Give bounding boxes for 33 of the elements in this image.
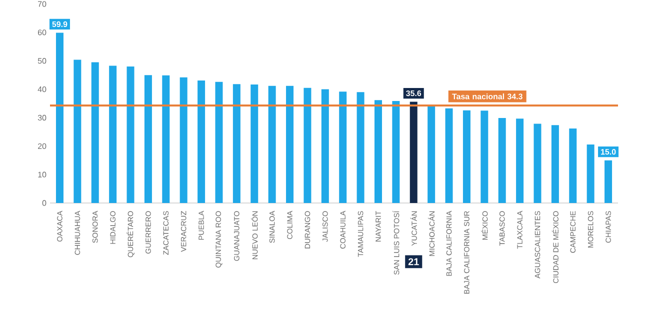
bar [126,66,134,203]
bar [462,110,470,203]
bar [356,92,364,203]
bar [534,124,542,203]
bar [445,108,453,203]
bar [498,118,506,203]
bar [321,89,329,203]
bar [304,88,312,203]
bar [74,60,82,203]
bar [428,106,436,203]
bar [569,128,577,203]
bar [604,160,612,203]
bar [410,102,418,203]
bar [56,32,64,203]
text: 21 [408,258,419,266]
bar [551,125,559,203]
bar [180,77,188,203]
bar [162,75,170,203]
bar [144,75,152,203]
bar [250,84,258,203]
bar [91,62,99,203]
bar [516,118,524,203]
bar [480,110,488,203]
bar [109,66,117,203]
bar [586,144,594,203]
bar [392,100,400,203]
bar [198,80,206,203]
bar [374,100,382,203]
bar [215,82,223,203]
bar [286,86,294,203]
bar [268,86,276,203]
bar [339,92,347,203]
bar [232,84,240,203]
